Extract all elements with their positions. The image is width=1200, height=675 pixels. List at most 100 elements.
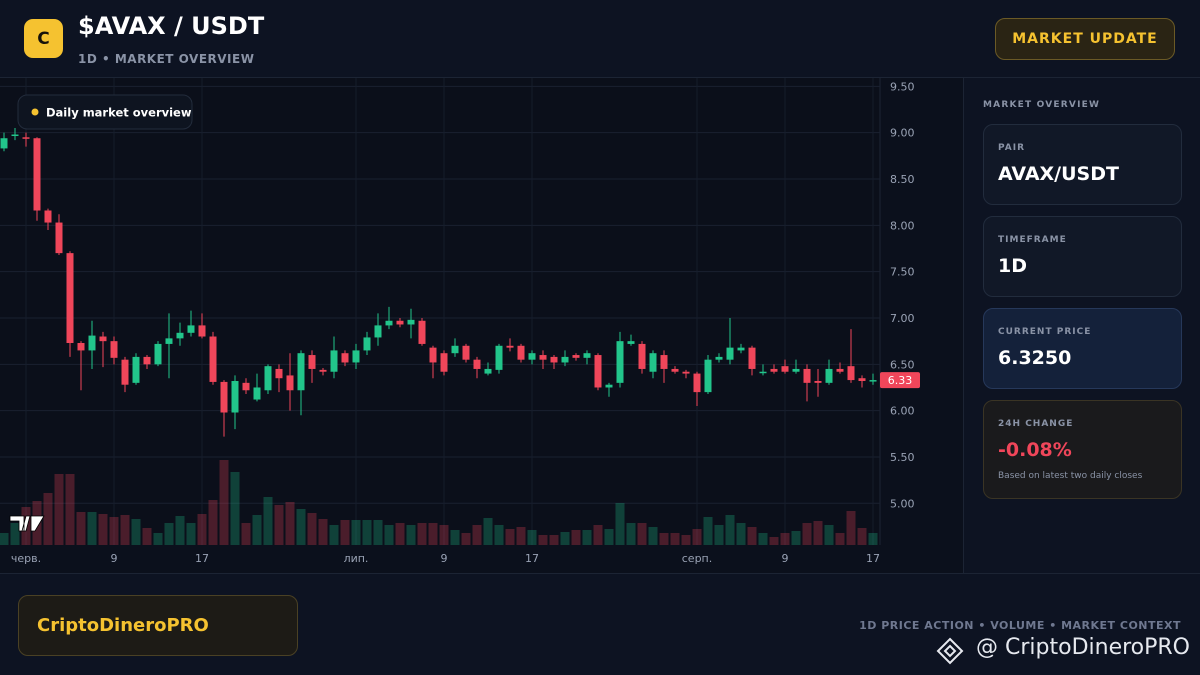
card-label: PAIR: [998, 143, 1026, 153]
volume-bar: [384, 525, 394, 545]
candle-body: [187, 325, 195, 333]
x-tick-label: 9: [441, 552, 448, 565]
volume-bar: [164, 523, 174, 545]
x-tick-label: 9: [782, 552, 789, 565]
volume-bar: [439, 525, 449, 545]
candle-body: [363, 337, 371, 351]
legend-box: [17, 94, 193, 130]
header: C $AVAX / USDT 1D • MARKET OVERVIEW MARK…: [0, 0, 1200, 78]
last-price-tag: [880, 372, 920, 389]
candle-body: [352, 350, 360, 363]
y-tick-label: 8.50: [890, 173, 915, 186]
volume-bar: [758, 533, 768, 545]
footer: CriptoDineroPRO 1D PRICE ACTION • VOLUME…: [0, 573, 1200, 675]
y-tick-label: 5.50: [890, 451, 915, 464]
candle-body: [638, 343, 646, 369]
volume-bar: [76, 512, 86, 545]
volume-bar: [648, 527, 658, 545]
last-price-label: 6.33: [888, 374, 913, 387]
candle-body: [44, 210, 52, 223]
volume-bar: [241, 523, 251, 545]
y-tick-label: 5.00: [890, 497, 915, 510]
volume-bar: [373, 520, 383, 545]
volume-bar: [505, 529, 515, 545]
candle-body: [440, 353, 448, 372]
candle-body: [484, 368, 492, 374]
volume-bar: [307, 513, 317, 545]
y-tick-label: 9.50: [890, 80, 915, 93]
candle-body: [165, 338, 173, 344]
candle-body: [143, 356, 151, 365]
y-tick-label: 9.00: [890, 127, 915, 140]
x-tick-label: лип.: [344, 552, 369, 565]
candle-body: [407, 319, 415, 325]
info-card: 24H CHANGE -0.08% Based on latest two dail…: [983, 400, 1182, 499]
volume-bar: [450, 530, 460, 545]
candle-body: [825, 368, 833, 383]
volume-bar: [175, 516, 185, 545]
sidebar: MARKET OVERVIEW PAIR AVAX/USDT TIMEFRAME 1D…: [963, 78, 1200, 573]
tradingview-logo: [9, 515, 45, 532]
candle-body: [528, 353, 536, 360]
x-tick-label: серп.: [682, 552, 713, 565]
logo: C: [24, 19, 63, 58]
volume-bar: [769, 537, 779, 545]
volume-bar: [791, 531, 801, 545]
candle-body: [77, 343, 85, 351]
volume-bar: [362, 520, 372, 545]
volume-bar: [406, 525, 416, 545]
volume-bar: [120, 515, 130, 545]
candle-body: [781, 366, 789, 372]
candle-body: [330, 350, 338, 372]
candle-body: [814, 380, 822, 383]
volume-bar: [43, 493, 53, 545]
volume-bar: [65, 474, 75, 545]
x-tick-label: 17: [525, 552, 539, 565]
candle-body: [759, 371, 767, 374]
volume-bar: [10, 523, 20, 545]
legend-label: Daily market overview: [46, 106, 192, 120]
volume-bar: [747, 527, 757, 545]
candle-body: [308, 355, 316, 369]
market-update-button[interactable]: MARKET UPDATE: [995, 18, 1175, 60]
volume-bar: [197, 514, 207, 545]
candle-body: [418, 320, 426, 344]
volume-bar: [846, 511, 856, 545]
candle-body: [473, 359, 481, 369]
volume-bar: [780, 533, 790, 545]
volume-bar: [714, 525, 724, 545]
candle-body: [627, 341, 635, 344]
candle-body: [429, 347, 437, 363]
volume-bar: [604, 529, 614, 545]
volume-bar: [285, 502, 295, 545]
candle-body: [88, 335, 96, 351]
candle-body: [583, 353, 591, 358]
volume-bar: [835, 533, 845, 545]
volume-bar: [868, 533, 878, 545]
volume-bar: [131, 519, 141, 545]
candle-body: [506, 345, 514, 348]
volume-bar: [54, 474, 64, 545]
candle-body: [682, 371, 690, 374]
candle-body: [792, 368, 800, 372]
card-value: AVAX/USDT: [998, 163, 1119, 185]
volume-bar: [802, 523, 812, 545]
y-tick-label: 7.50: [890, 266, 915, 279]
candle-body: [22, 137, 30, 139]
candle-body: [121, 359, 129, 385]
info-card: TIMEFRAME 1D: [983, 216, 1182, 297]
volume-bar: [736, 523, 746, 545]
candle-body: [286, 375, 294, 391]
candle-body: [517, 345, 525, 360]
candle-body: [264, 366, 272, 391]
candle-body: [11, 134, 19, 137]
volume-bar: [109, 517, 119, 545]
candle-body: [550, 356, 558, 363]
volume-bar: [208, 500, 218, 545]
candle-body: [858, 378, 866, 381]
candle-body: [242, 382, 250, 391]
candle-body: [385, 320, 393, 326]
card-label: 24H CHANGE: [998, 419, 1074, 429]
candle-body: [726, 347, 734, 360]
volume-bar: [813, 521, 823, 545]
